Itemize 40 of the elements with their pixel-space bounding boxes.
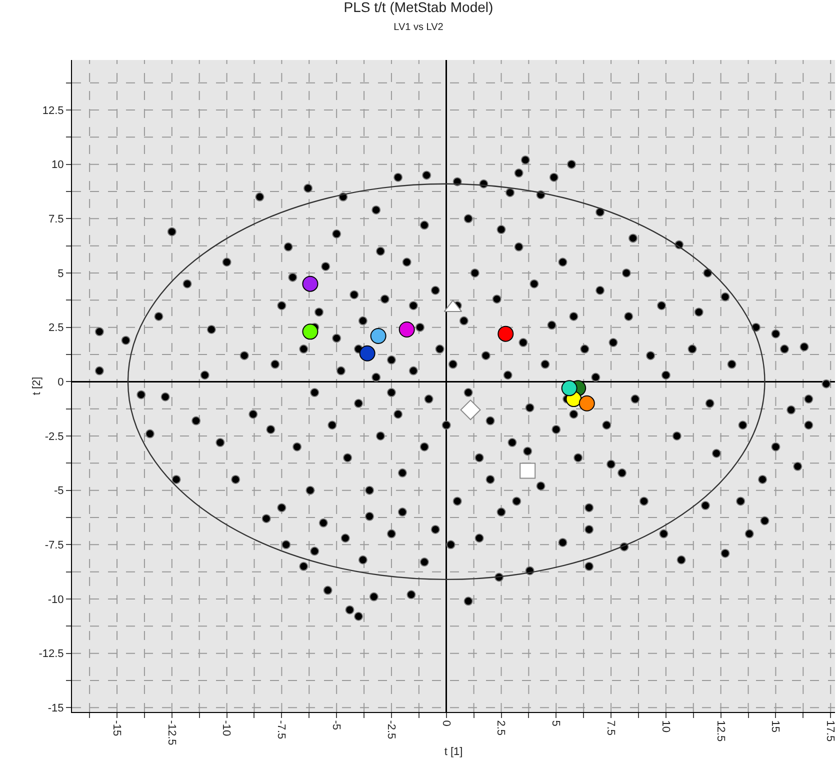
y-tick-label: 12.5 — [42, 104, 64, 117]
x-tick-label: -15 — [110, 720, 122, 736]
y-tick-label: -12.5 — [38, 648, 64, 660]
y-tick-label: 7.5 — [48, 214, 64, 226]
y-tick-label: 2.5 — [48, 322, 64, 334]
point — [370, 328, 386, 344]
chart-title: PLS t/t (MetStab Model) — [344, 0, 494, 15]
x-tick-label: -5 — [330, 720, 342, 730]
y-tick-label: 5 — [58, 268, 64, 280]
x-tick-label: -2.5 — [384, 720, 397, 740]
x-tick-label: 5 — [550, 720, 562, 726]
point — [498, 326, 514, 342]
x-tick-label: 0 — [440, 720, 452, 726]
y-tick-label: 0 — [58, 376, 64, 388]
point — [578, 395, 595, 412]
x-tick-label: -12.5 — [165, 720, 178, 746]
y-axis-title: t [2] — [31, 376, 43, 396]
x-tick-label: -7.5 — [275, 720, 288, 740]
point — [398, 321, 415, 338]
point — [302, 276, 318, 292]
y-tick-label: -15 — [48, 702, 64, 714]
x-tick-label: 10 — [659, 720, 672, 732]
chart-subtitle: LV1 vs LV2 — [394, 22, 444, 33]
y-tick-label: -5 — [54, 485, 64, 498]
x-tick-label: 12.5 — [714, 720, 726, 742]
point — [302, 324, 318, 340]
point — [561, 380, 578, 396]
x-tick-label: 17.5 — [824, 720, 836, 742]
point — [359, 345, 376, 362]
x-axis-title: t [1] — [444, 746, 463, 758]
x-tick-label: -10 — [220, 720, 232, 736]
y-tick-label: -2.5 — [44, 430, 64, 443]
x-tick-label: 7.5 — [604, 720, 616, 736]
x-tick-label: 15 — [769, 720, 782, 732]
point — [460, 400, 481, 420]
point — [520, 462, 536, 479]
y-tick-label: -7.5 — [44, 540, 64, 552]
y-tick-label: -10 — [48, 594, 64, 606]
y-tick-label: 10 — [52, 159, 64, 172]
x-tick-label: 2.5 — [494, 720, 507, 736]
